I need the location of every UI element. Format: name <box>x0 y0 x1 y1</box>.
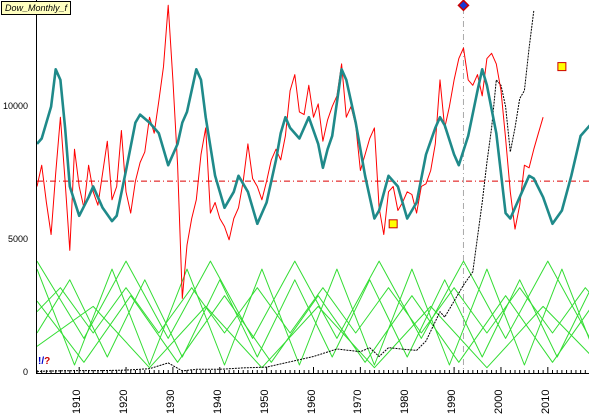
corner-tag-bang: !/ <box>38 356 45 367</box>
square-marker-0 <box>388 219 398 229</box>
black-series-8 <box>37 10 535 372</box>
chart-title-tab[interactable]: Dow_Monthly_f <box>1 1 72 15</box>
x-tick-label: 1960 <box>305 389 318 414</box>
chart-plot-area <box>36 0 589 374</box>
x-tick-label: 1920 <box>118 389 131 414</box>
cycle-series-1 <box>37 68 589 226</box>
x-tick-label: 1990 <box>446 389 459 414</box>
green-wave-series-3 <box>37 268 589 366</box>
price-series-0 <box>37 4 544 299</box>
x-tick-label: 1970 <box>352 389 365 414</box>
corner-tag: !/? <box>38 356 50 367</box>
green-wave-series-6 <box>37 295 589 363</box>
diamond-marker-2 <box>457 0 470 12</box>
x-tick-label: 2010 <box>539 389 552 414</box>
green-wave-series-2 <box>37 260 589 339</box>
green-wave-series-7 <box>37 305 589 369</box>
green-wave-series-4 <box>37 279 589 358</box>
y-tick-label: 0 <box>22 367 28 377</box>
x-tick-label: 1940 <box>211 389 224 414</box>
x-tick-label: 2000 <box>492 389 505 414</box>
x-tick-label: 1980 <box>399 389 412 414</box>
chart-svg <box>37 0 589 373</box>
y-tick-label: 10000 <box>2 100 28 111</box>
square-marker-1 <box>557 62 567 72</box>
x-tick-label: 1910 <box>71 389 84 414</box>
x-tick-label: 1950 <box>258 389 271 414</box>
x-tick-label: 1930 <box>164 389 177 414</box>
y-tick-label: 5000 <box>7 233 28 244</box>
green-wave-series-5 <box>37 287 589 334</box>
corner-tag-q: ? <box>44 356 51 367</box>
